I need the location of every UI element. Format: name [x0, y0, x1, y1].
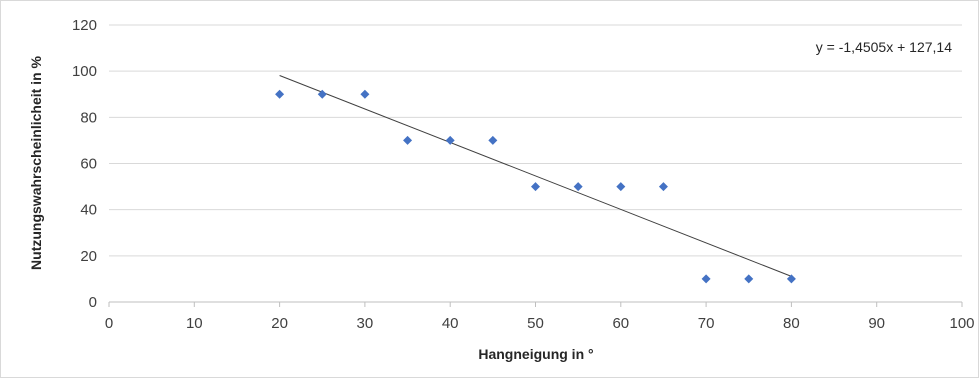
data-point: [786, 274, 796, 284]
data-point: [658, 182, 668, 192]
data-points: [275, 89, 796, 284]
y-tick-labels: 0 20 40 60 80 100 120: [72, 17, 97, 311]
y-tick-label: 120: [72, 17, 97, 34]
y-tick-label: 40: [80, 202, 97, 219]
gridlines: [109, 24, 962, 257]
x-tick-label: 50: [527, 315, 544, 332]
x-tick-label: 10: [186, 315, 203, 332]
data-point: [403, 135, 413, 145]
y-tick-label: 100: [72, 63, 97, 80]
y-tick-label: 80: [80, 109, 97, 126]
data-point: [701, 274, 711, 284]
x-tick-label: 40: [442, 315, 459, 332]
axes: [108, 301, 963, 307]
x-tick-label: 0: [105, 315, 113, 332]
y-tick-label: 0: [89, 294, 97, 311]
data-point: [616, 182, 626, 192]
data-point: [488, 135, 498, 145]
x-tick-label: 100: [949, 315, 974, 332]
y-axis-title: Nutzungswahrscheinlicheit in %: [28, 55, 44, 269]
x-tick-label: 90: [868, 315, 885, 332]
y-tick-label: 20: [80, 248, 97, 265]
x-axis-title: Hangneigung in °: [478, 346, 593, 362]
x-tick-labels: 0 10 20 30 40 50 60 70 80 90 100: [105, 315, 975, 332]
trendline: [279, 75, 792, 277]
data-point: [744, 274, 754, 284]
data-point: [531, 182, 540, 192]
trendline-group: [279, 75, 792, 277]
data-point: [360, 89, 370, 99]
x-tick-label: 80: [783, 315, 800, 332]
trendline-equation: y = -1,4505x + 127,14: [816, 39, 952, 55]
x-tick-label: 20: [271, 315, 288, 332]
x-tick-label: 70: [698, 315, 715, 332]
x-tick-label: 60: [612, 315, 629, 332]
data-point: [573, 182, 583, 192]
x-tick-label: 30: [357, 315, 374, 332]
data-point: [275, 89, 285, 99]
y-tick-label: 60: [80, 156, 97, 173]
data-point: [317, 89, 327, 99]
data-point: [445, 135, 455, 145]
